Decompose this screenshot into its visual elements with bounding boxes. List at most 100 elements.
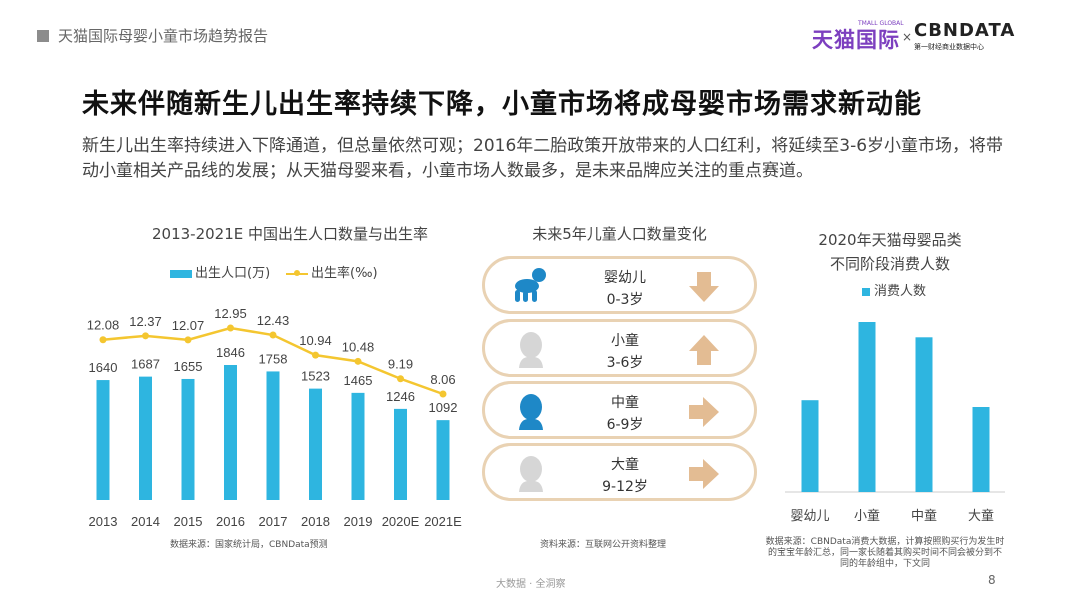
bar-population	[351, 392, 365, 500]
bar-label: 1092	[429, 400, 458, 415]
chart2-legend: 消费人数	[862, 280, 926, 299]
arrow-right-icon	[689, 397, 719, 427]
line-point	[312, 351, 319, 359]
bar-label: 1846	[216, 345, 245, 360]
arrow-up-icon	[689, 335, 719, 365]
x-tick-label: 中童	[911, 508, 937, 523]
group-age: 0-3岁	[606, 292, 644, 308]
arrow-down-icon	[689, 272, 719, 302]
x-tick-label: 2013	[89, 514, 118, 529]
page-number: 8	[988, 573, 996, 587]
x-tick-label: 2018	[301, 514, 330, 529]
bar-consumers	[915, 337, 933, 492]
legend-birthrate-label: 出生率(‰)	[311, 266, 378, 281]
line-point	[269, 331, 277, 339]
bar-label: 1523	[301, 369, 330, 384]
chart2-source-line2: 的宝宝年龄汇总，同一家长随着其购买时间不同会被分到不	[767, 548, 1002, 558]
line-point	[354, 357, 362, 365]
cbndata-logo: CBNDATA	[914, 20, 1016, 41]
chart2-legend-label: 消费人数	[874, 284, 927, 299]
line-label: 12.43	[257, 313, 290, 328]
footer-text: 大数据 · 全洞察	[496, 579, 566, 590]
chart2-plot: 婴幼儿 小童 中童 大童	[785, 322, 1005, 523]
x-tick-label: 大童	[968, 508, 994, 523]
x-tick-label: 2015	[174, 514, 203, 529]
child-group-middle: 中童 6-9岁	[482, 381, 757, 439]
chart2-title: 2020年天猫母婴品类 不同阶段消费人数	[780, 228, 1000, 276]
legend-population-label: 出生人口(万)	[195, 266, 271, 281]
bar-consumers	[858, 322, 876, 492]
line-label: 12.07	[172, 318, 205, 333]
x-tick-label: 婴幼儿	[790, 508, 829, 523]
chart2-title-line1: 2020年天猫母婴品类	[818, 231, 962, 249]
legend-square-swatch	[862, 287, 870, 296]
group-age: 3-6岁	[606, 355, 644, 371]
child-head-icon	[519, 394, 543, 430]
bar-population	[181, 378, 195, 500]
chart2-source-line3: 同的年龄组中，下文同	[839, 559, 930, 569]
bar-label: 1246	[386, 389, 415, 404]
line-label: 12.95	[214, 306, 247, 321]
bar-population	[436, 420, 450, 500]
x-tick-label: 2016	[216, 514, 245, 529]
slide-subtitle: 新生儿出生率持续进入下降通道，但总量依然可观；2016年二胎政策开放带来的人口红…	[82, 136, 1004, 181]
chart2-source-line1: 数据来源：CBNData消费大数据，计算按照购买行为发生时	[765, 537, 1005, 547]
tmall-global-logo-sub: TMALL GLOBAL	[858, 20, 904, 27]
chart1-legend-population: 出生人口(万)	[170, 262, 270, 281]
bar-population	[96, 380, 110, 500]
x-tick-label: 2014	[131, 514, 160, 529]
cbndata-logo-sub: 第一财经商业数据中心	[914, 43, 984, 51]
line-point	[439, 390, 447, 398]
x-tick-label: 2020E	[382, 514, 420, 529]
bar-consumers	[801, 400, 819, 492]
bar-consumers	[972, 407, 990, 492]
chart1-plot: 1640 2013 12.08 1687 2014 12.37 1655 2015 12.07 1…	[87, 306, 462, 529]
group-name: 婴幼儿	[604, 270, 646, 286]
bar-label: 1640	[89, 360, 118, 375]
child-group-small: 小童 3-6岁	[482, 319, 757, 377]
group-name: 小童	[611, 333, 639, 349]
group-name: 中童	[611, 395, 639, 411]
x-tick-label: 小童	[854, 508, 880, 523]
child-head-icon	[519, 456, 543, 492]
bar-population	[394, 408, 407, 500]
bar-label: 1655	[174, 359, 203, 374]
bar-label: 1687	[131, 357, 160, 372]
group-age: 6-9岁	[606, 417, 644, 433]
arrow-right-icon	[689, 459, 719, 489]
line-point	[142, 332, 149, 340]
legend-line-swatch	[286, 269, 308, 276]
line-label: 10.94	[299, 333, 332, 348]
bar-label: 1465	[344, 373, 373, 388]
report-title: 天猫国际母婴小童市场趋势报告	[58, 27, 269, 45]
line-label: 12.37	[129, 314, 162, 329]
middle-source: 资料来源：互联网公开资料整理	[540, 540, 667, 550]
chart1-source: 数据来源：国家统计局，CBNData预测	[170, 540, 328, 550]
line-point	[184, 336, 192, 344]
bar-population	[309, 388, 322, 500]
middle-title: 未来5年儿童人口数量变化	[532, 225, 707, 243]
chart1-legend-birthrate: 出生率(‰)	[286, 262, 378, 281]
header-square-icon	[37, 30, 49, 42]
bar-population	[224, 365, 237, 500]
line-label: 12.08	[87, 318, 120, 333]
x-tick-label: 2019	[344, 514, 373, 529]
line-label: 8.06	[430, 372, 455, 387]
group-name: 大童	[611, 457, 639, 473]
line-label: 9.19	[388, 357, 413, 372]
line-label: 10.48	[342, 339, 375, 354]
chart2-title-line2: 不同阶段消费人数	[829, 255, 950, 273]
line-point	[397, 375, 404, 383]
bar-population	[266, 371, 280, 500]
child-group-infant: 婴幼儿 0-3岁	[482, 256, 757, 314]
line-point	[227, 324, 234, 332]
legend-bar-swatch	[170, 269, 192, 278]
x-tick-label: 2017	[259, 514, 288, 529]
chart1-title: 2013-2021E 中国出生人口数量与出生率	[151, 225, 428, 243]
bar-population	[139, 376, 152, 500]
logo-separator: ×	[902, 30, 913, 44]
crawling-baby-icon	[515, 268, 546, 302]
line-point	[99, 336, 107, 344]
child-group-large: 大童 9-12岁	[482, 443, 757, 501]
slide-title: 未来伴随新生儿出生率持续下降，小童市场将成母婴市场需求新动能	[82, 89, 922, 120]
